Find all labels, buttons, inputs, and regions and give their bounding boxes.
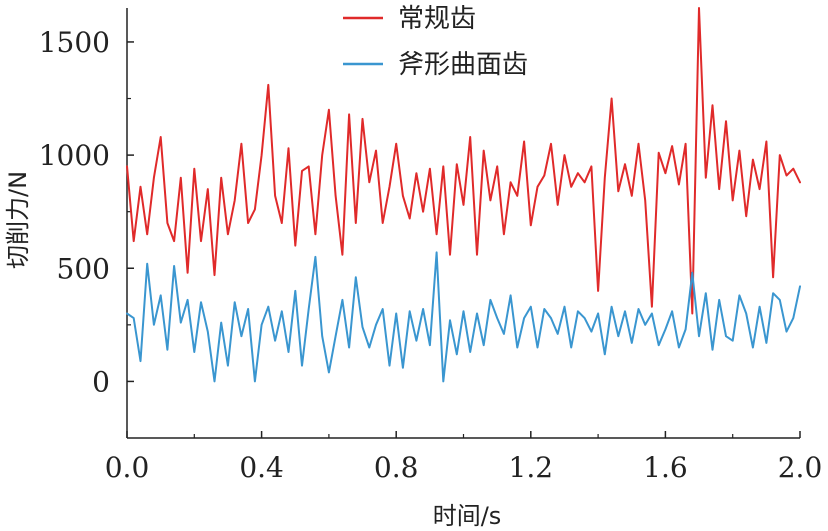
series-line-0 [126, 7, 801, 315]
y-tick-label: 500 [57, 252, 110, 285]
x-tick-label: 1.2 [509, 451, 554, 484]
chart-series [126, 7, 801, 383]
x-tick-label: 0.8 [374, 451, 419, 484]
chart-ticks: 0.0 0.4 0.8 1.2 1.6 2.0 0 500 1000 1500 [39, 26, 823, 484]
x-axis-label: 时间/s [433, 502, 502, 530]
series-line-1 [126, 251, 801, 383]
x-tick-label: 1.6 [643, 451, 688, 484]
y-tick-label: 1500 [39, 26, 110, 59]
y-axis-label: 切削力/N [4, 171, 32, 269]
y-tick-label: 1000 [39, 139, 110, 172]
x-tick-label: 0.0 [105, 451, 150, 484]
legend-label-0: 常规齿 [398, 4, 476, 34]
legend-label-1: 斧形曲面齿 [398, 50, 528, 80]
y-tick-label: 0 [92, 365, 110, 398]
x-tick-label: 2.0 [778, 451, 823, 484]
x-tick-label: 0.4 [239, 451, 284, 484]
